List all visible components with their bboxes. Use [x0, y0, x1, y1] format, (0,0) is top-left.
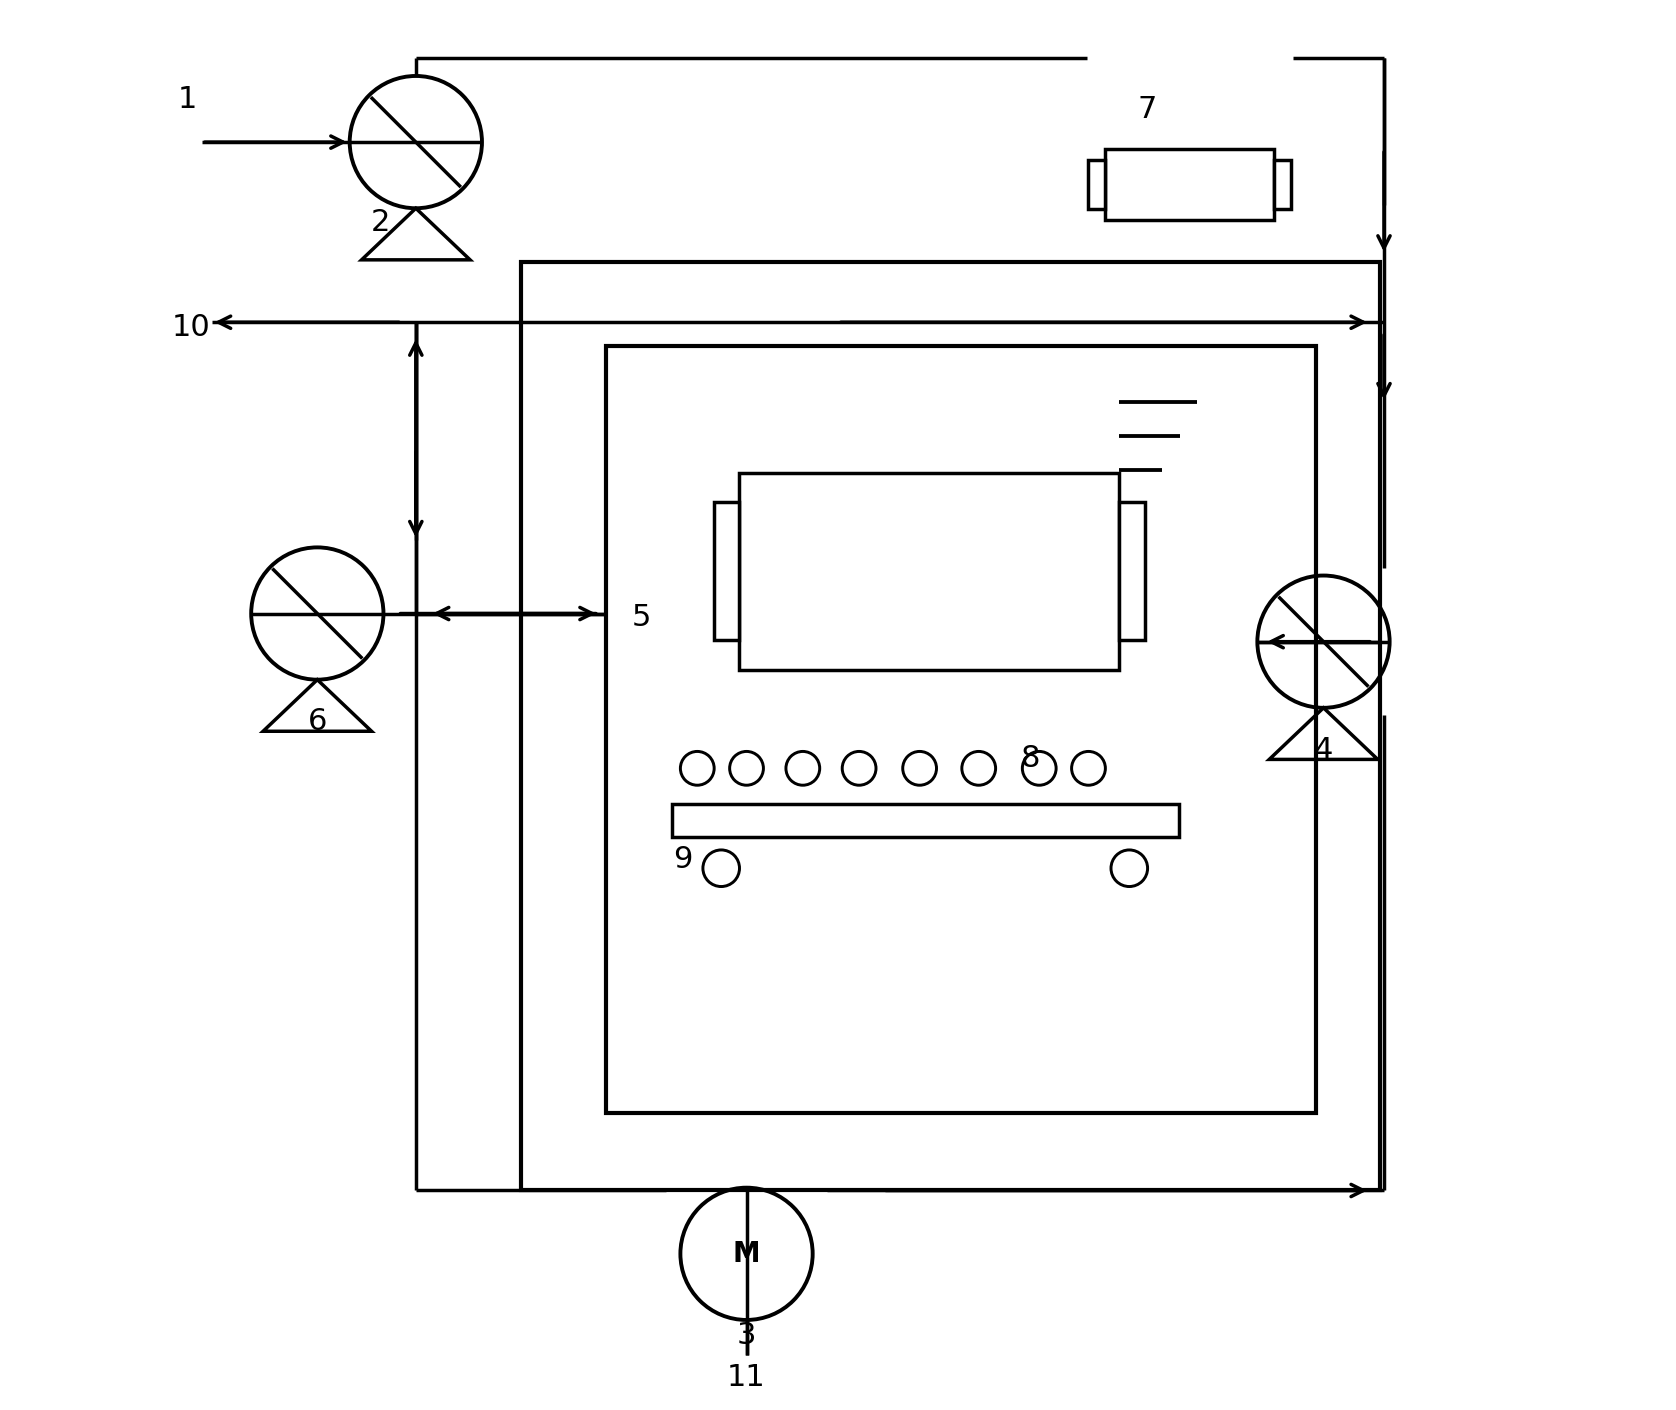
Text: 5: 5 — [632, 603, 650, 632]
Text: 10: 10 — [171, 313, 210, 343]
Text: 11: 11 — [727, 1363, 766, 1392]
Text: 4: 4 — [1314, 736, 1332, 764]
Bar — [1274, 159, 1291, 209]
Text: 3: 3 — [737, 1321, 756, 1349]
Text: 9: 9 — [674, 845, 692, 874]
Text: 1: 1 — [178, 86, 198, 114]
Bar — [1106, 149, 1274, 220]
Bar — [1120, 502, 1145, 640]
Text: 7: 7 — [1138, 96, 1156, 124]
Bar — [672, 804, 1178, 838]
Bar — [605, 347, 1316, 1112]
Bar — [521, 262, 1379, 1190]
Text: M: M — [732, 1239, 761, 1268]
Bar — [739, 472, 1120, 670]
Text: 6: 6 — [308, 708, 327, 736]
Text: 8: 8 — [1021, 744, 1041, 773]
Bar — [714, 502, 739, 640]
Text: 2: 2 — [370, 207, 391, 237]
Bar — [1088, 159, 1106, 209]
